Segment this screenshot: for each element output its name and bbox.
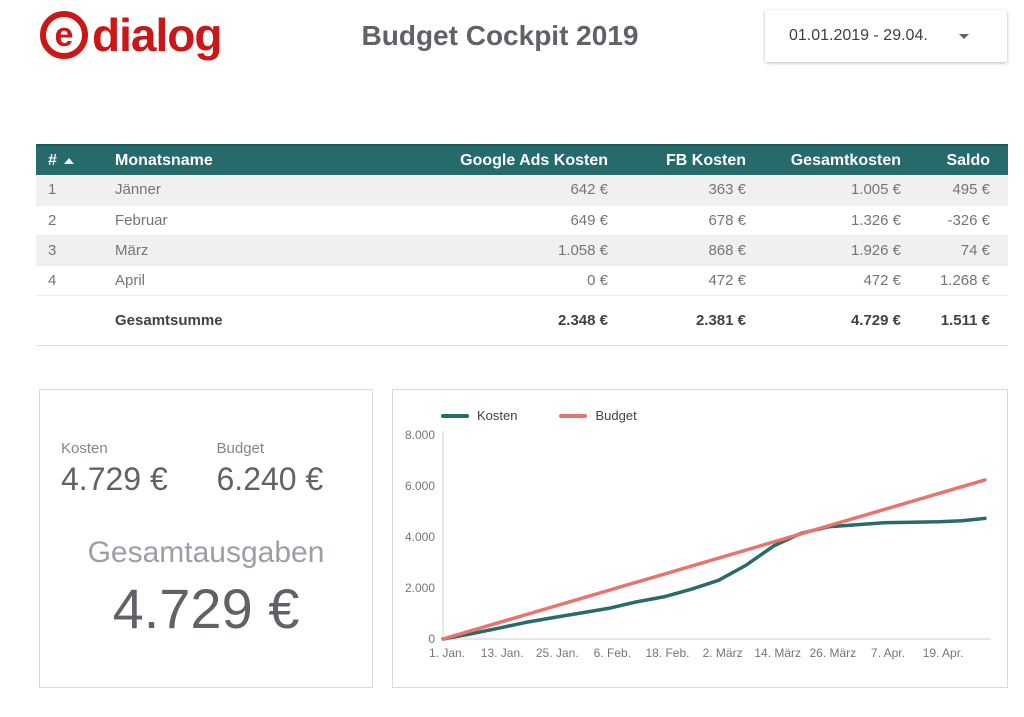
cell-fb: 868 €: [612, 235, 750, 266]
column-header-num[interactable]: #: [36, 144, 100, 175]
cell-num: 4: [36, 265, 100, 296]
table-row: 4 April 0 € 472 € 472 € 1.268 €: [36, 265, 1008, 296]
cell-month: Februar: [100, 205, 340, 236]
kpi-budget: Budget 6.240 €: [217, 440, 373, 498]
table-row: 3 März 1.058 € 868 € 1.926 € 74 €: [36, 235, 1008, 266]
cell-gesamtkosten: 1.926 €: [750, 235, 905, 266]
svg-text:4.000: 4.000: [405, 530, 435, 544]
kpi-kosten: Kosten 4.729 €: [61, 440, 217, 498]
svg-text:6. Feb.: 6. Feb.: [594, 646, 631, 660]
legend-item-kosten: Kosten: [441, 408, 517, 423]
summary-row: Gesamtsumme 2.348 € 2.381 € 4.729 € 1.51…: [36, 295, 1008, 346]
page-title: Budget Cockpit 2019: [361, 20, 639, 51]
table-header-row: # Monatsname Google Ads Kosten FB Kosten…: [36, 144, 1008, 175]
cell-saldo: 74 €: [905, 235, 1008, 266]
kpi-gesamtausgaben-value: 4.729 €: [112, 577, 300, 640]
sort-ascending-icon: [63, 157, 74, 164]
kosten-vs-budget-line-chart: 0 2.000 4.000 6.000 8.000 1. Jan. 13. Jan. 25. …: [405, 428, 991, 660]
kpi-gesamtausgaben-label: Gesamtausgaben: [87, 536, 325, 569]
date-range-value: 01.01.2019 - 29.04.: [789, 27, 928, 44]
svg-text:26. März: 26. März: [809, 646, 856, 660]
column-header-num-label: #: [48, 151, 57, 169]
cell-fb: 363 €: [612, 175, 750, 206]
svg-text:6.000: 6.000: [405, 479, 435, 493]
legend-kosten-label: Kosten: [477, 408, 518, 423]
scorecard-panel: Kosten 4.729 € Budget 6.240 € Gesamtausg…: [39, 389, 373, 688]
svg-text:1. Jan.: 1. Jan.: [429, 646, 465, 660]
cell-saldo: 495 €: [905, 175, 1008, 206]
summary-google-ads: 2.348 €: [340, 295, 612, 346]
cell-gesamtkosten: 1.005 €: [750, 175, 905, 206]
cell-month: April: [100, 265, 340, 296]
edialog-logo-e-icon: e: [40, 11, 88, 59]
table-row: 2 Februar 649 € 678 € 1.326 € -326 €: [36, 205, 1008, 236]
table-row: 1 Jänner 642 € 363 € 1.005 € 495 €: [36, 175, 1008, 206]
svg-text:13. Jan.: 13. Jan.: [481, 646, 524, 660]
cell-gesamtkosten: 472 €: [750, 265, 905, 296]
cell-num: 1: [36, 175, 100, 206]
cell-month: März: [100, 235, 340, 266]
column-header-google-ads[interactable]: Google Ads Kosten: [340, 144, 612, 175]
cell-google-ads: 642 €: [340, 175, 612, 206]
cell-google-ads: 1.058 €: [340, 235, 612, 266]
summary-gesamtkosten: 4.729 €: [750, 295, 905, 346]
kpi-budget-label: Budget: [216, 440, 265, 457]
logo-e-letter: e: [54, 16, 74, 54]
svg-text:8.000: 8.000: [405, 428, 435, 442]
cell-saldo: -326 €: [905, 205, 1008, 236]
budget-line-chart-panel: Kosten Budget 0 2.000 4.000 6.000 8.000 1. Ja…: [392, 389, 1008, 688]
summary-fb: 2.381 €: [612, 295, 750, 346]
monthly-costs-table: # Monatsname Google Ads Kosten FB Kosten…: [36, 144, 1008, 346]
svg-text:7. Apr.: 7. Apr.: [871, 646, 905, 660]
svg-text:14. März: 14. März: [754, 646, 801, 660]
cell-month: Jänner: [100, 175, 340, 206]
cell-fb: 678 €: [612, 205, 750, 236]
svg-text:19. Apr.: 19. Apr.: [923, 646, 964, 660]
cell-num: 3: [36, 235, 100, 266]
kpi-gesamtausgaben: Gesamtausgaben 4.729 €: [40, 536, 372, 641]
cell-fb: 472 €: [612, 265, 750, 296]
svg-text:2.000: 2.000: [405, 581, 435, 595]
cell-gesamtkosten: 1.326 €: [750, 205, 905, 236]
chart-legend: Kosten Budget: [393, 390, 1007, 423]
svg-text:18. Feb.: 18. Feb.: [645, 646, 689, 660]
chevron-down-icon: [959, 33, 969, 39]
kpi-kosten-value: 4.729 €: [61, 461, 168, 497]
edialog-logo: e dialog: [40, 8, 222, 62]
legend-item-budget: Budget: [559, 408, 637, 423]
column-header-month[interactable]: Monatsname: [100, 144, 340, 175]
column-header-saldo[interactable]: Saldo: [905, 144, 1008, 175]
summary-saldo: 1.511 €: [905, 295, 1008, 346]
date-range-selector[interactable]: 01.01.2019 - 29.04.: [765, 10, 1007, 62]
cell-google-ads: 649 €: [340, 205, 612, 236]
legend-budget-label: Budget: [595, 408, 637, 423]
kosten-line-swatch-icon: [441, 413, 469, 418]
column-header-gesamtkosten[interactable]: Gesamtkosten: [750, 144, 905, 175]
cell-saldo: 1.268 €: [905, 265, 1008, 296]
summary-empty: [36, 295, 100, 346]
svg-text:25. Jan.: 25. Jan.: [536, 646, 579, 660]
cell-num: 2: [36, 205, 100, 236]
svg-text:0: 0: [428, 632, 435, 646]
logo-wordmark: dialog: [92, 9, 222, 61]
cell-google-ads: 0 €: [340, 265, 612, 296]
budget-line-swatch-icon: [559, 413, 588, 418]
kpi-kosten-label: Kosten: [61, 440, 108, 457]
column-header-fb[interactable]: FB Kosten: [612, 144, 750, 175]
summary-label: Gesamtsumme: [100, 295, 340, 346]
kpi-budget-value: 6.240 €: [216, 461, 324, 497]
svg-text:2. März: 2. März: [703, 646, 743, 660]
